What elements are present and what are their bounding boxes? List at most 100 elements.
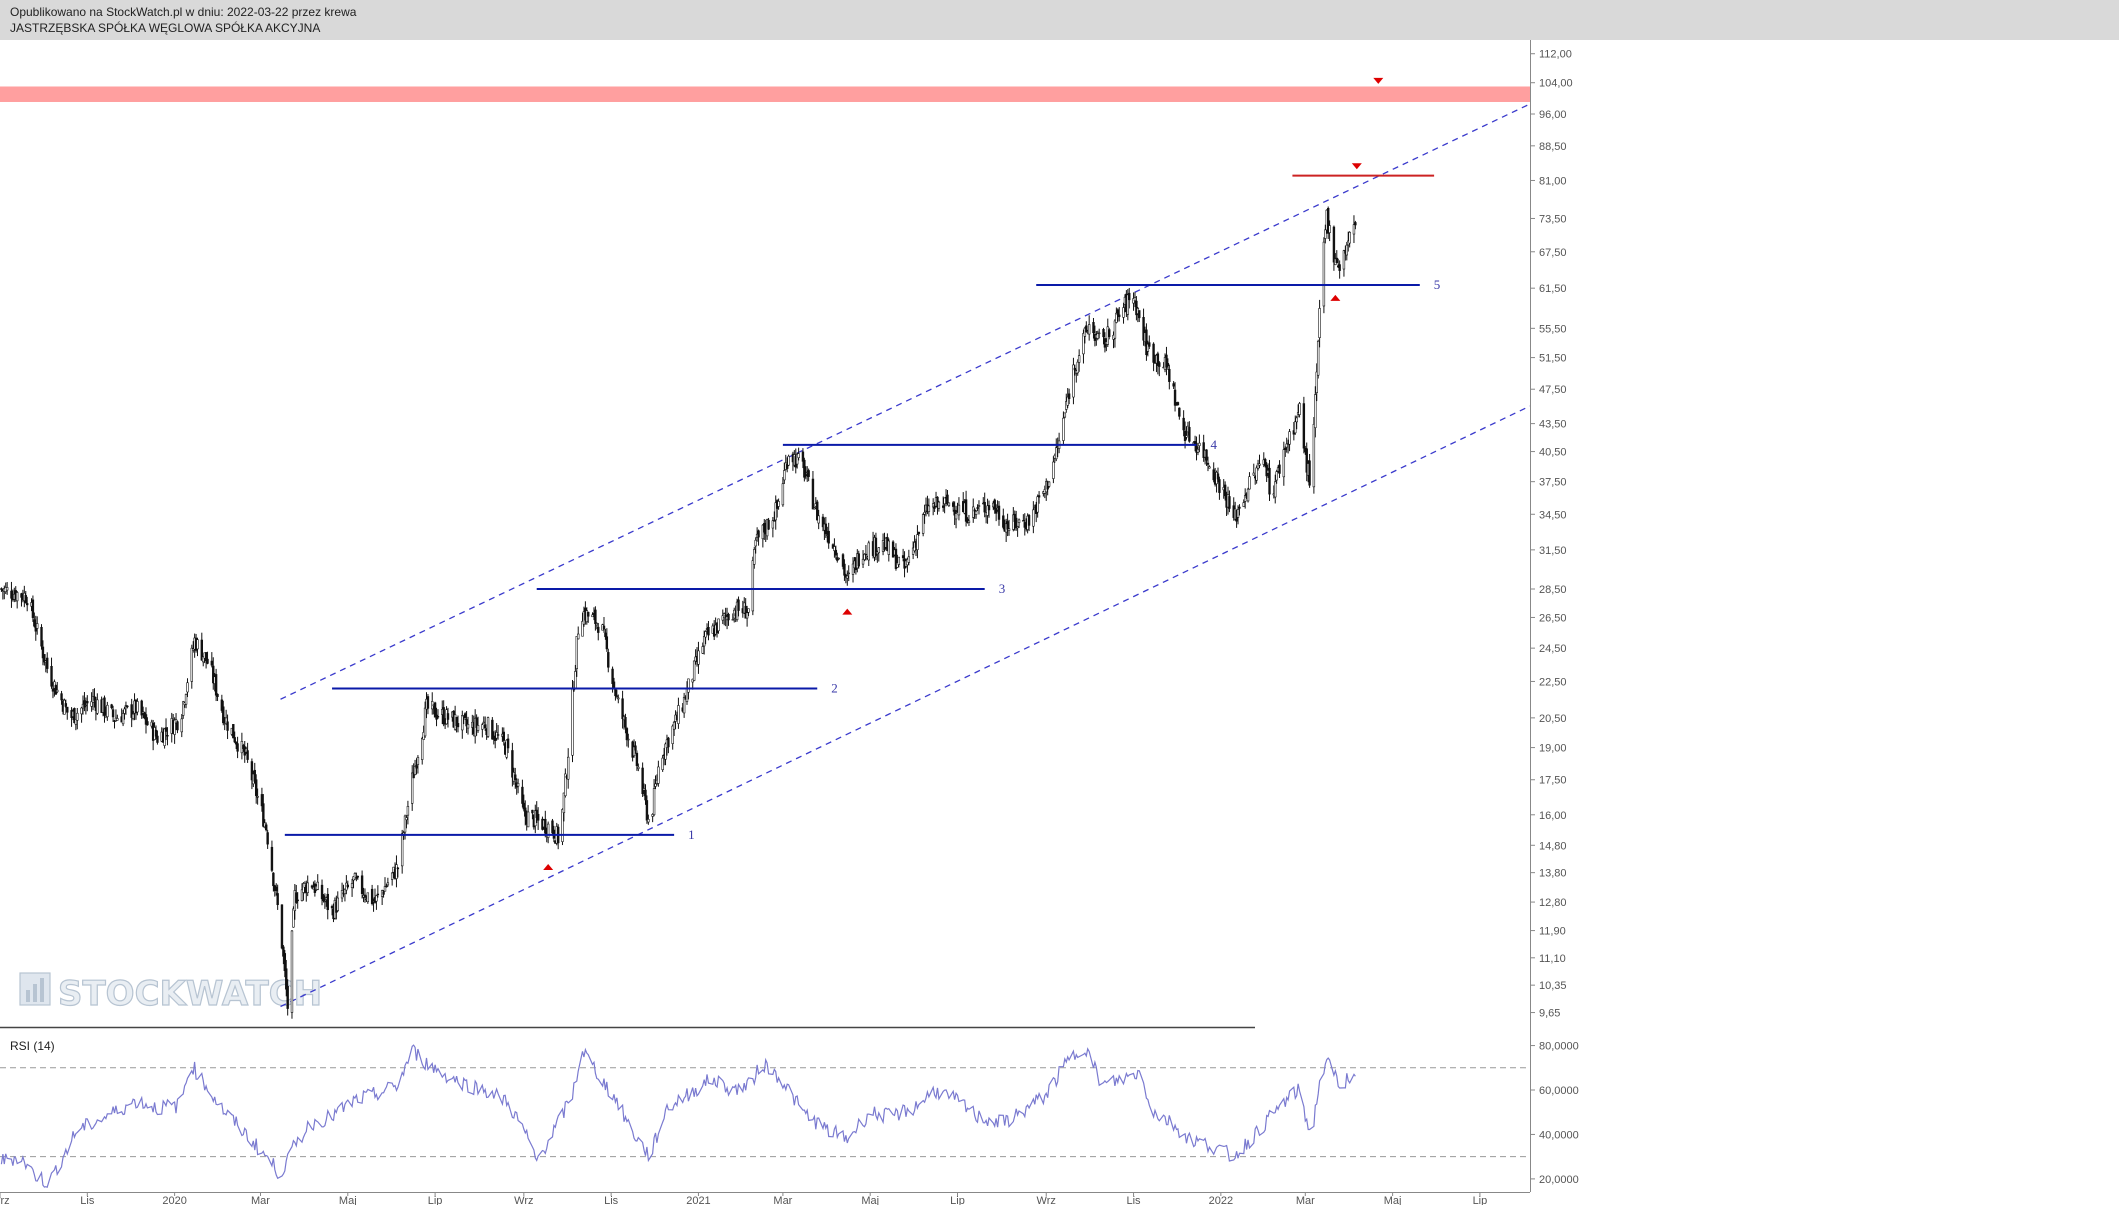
candle-body [763,522,766,533]
candle-body [56,689,59,693]
candle-body [1063,412,1067,418]
candle-body [1246,488,1250,502]
candle-body [1206,462,1210,465]
candle-body [773,520,776,522]
candle-body [265,824,268,831]
candle-body [1085,325,1088,333]
x-tick-label: Lip [950,1195,965,1205]
candle-body [212,665,215,684]
candle-body [202,656,205,663]
candle-body [106,704,109,718]
candle-body [285,968,288,990]
candle-body [747,608,750,613]
candle-body [416,757,420,765]
candle-body [803,459,806,478]
candle-body [360,875,364,895]
candle-body [1138,310,1141,319]
candle-body [544,818,547,834]
candle-body [382,891,385,895]
candle-body [1165,354,1168,368]
candle-body [282,946,285,957]
candle-body [322,895,325,901]
candle-body [210,660,214,666]
candle-body [1012,514,1015,530]
y-tick-label: 51,50 [1539,353,1567,365]
candle-body [817,515,820,524]
candle-body [1314,394,1317,429]
candle-body [642,788,646,791]
candle-body [1002,515,1005,528]
candle-body [972,506,975,518]
candle-body [1195,442,1198,453]
candle-body [1166,363,1170,367]
price-chart[interactable]: STOCKWATCH 1 2 3 4 5 9,65 10,35 11,10 11,90 12,80… [0,40,2119,1205]
x-tick-label: Maj [861,1195,879,1205]
candle-body [632,746,636,757]
candle-body [423,707,427,737]
candle-body [1275,471,1278,481]
candle-body [275,886,278,891]
candle-body [977,505,981,507]
candle-body [946,494,949,504]
candle-body [476,725,480,731]
candle-body [1022,520,1025,522]
candle-body [421,738,424,760]
candle-body [51,688,55,692]
candle-body [396,867,400,870]
candle-body [627,738,630,741]
candle-body [994,509,998,514]
candle-body [864,553,868,556]
x-tick-label: Lip [1473,1195,1488,1205]
rsi-title: RSI (14) [10,1039,55,1053]
candle-body [131,713,135,719]
candle-body [63,699,66,715]
candle-body [253,769,256,782]
candle-body [456,723,460,728]
candle-body [350,883,354,888]
candle-body [74,719,78,725]
rsi-tick-label: 20,0000 [1539,1174,1579,1186]
candle-body [967,520,971,523]
candle-body [83,700,86,708]
candle-body [290,930,294,1013]
candle-body [66,706,69,713]
candle-body [516,783,520,787]
candle-body [745,612,749,619]
candle-body [25,603,29,606]
candle-body [634,745,637,751]
x-tick-label: Wrz [514,1195,533,1205]
candle-body [496,734,500,736]
candle-body [206,658,209,664]
candle-body [987,505,991,511]
candle-body [621,698,624,720]
candle-body [405,817,408,821]
candle-body [857,553,860,567]
candle-body [1108,329,1111,338]
candle-body [851,563,855,575]
y-tick-label: 47,50 [1539,384,1567,396]
candle-body [10,590,13,599]
candle-body [505,739,508,758]
candle-body [807,470,810,477]
candle-body [564,773,567,797]
candle-body [1332,226,1336,263]
candle-body [442,707,445,725]
candle-body [173,719,176,735]
candle-body [316,881,319,890]
candle-body [1324,229,1327,239]
candle-body [1322,241,1326,307]
candle-body [923,511,926,515]
candle-body [641,767,644,795]
rsi-tick-label: 60,0000 [1539,1085,1579,1097]
candle-body [433,702,437,718]
candle-body [833,546,836,552]
candle-body [611,668,614,684]
candle-body [233,737,236,743]
candle-body [46,657,49,669]
y-tick-label: 88,50 [1539,141,1567,153]
candle-body [821,516,825,528]
candle-body [605,636,609,650]
candle-body [841,554,845,567]
candle-body [1218,479,1221,493]
candle-body [144,714,148,725]
